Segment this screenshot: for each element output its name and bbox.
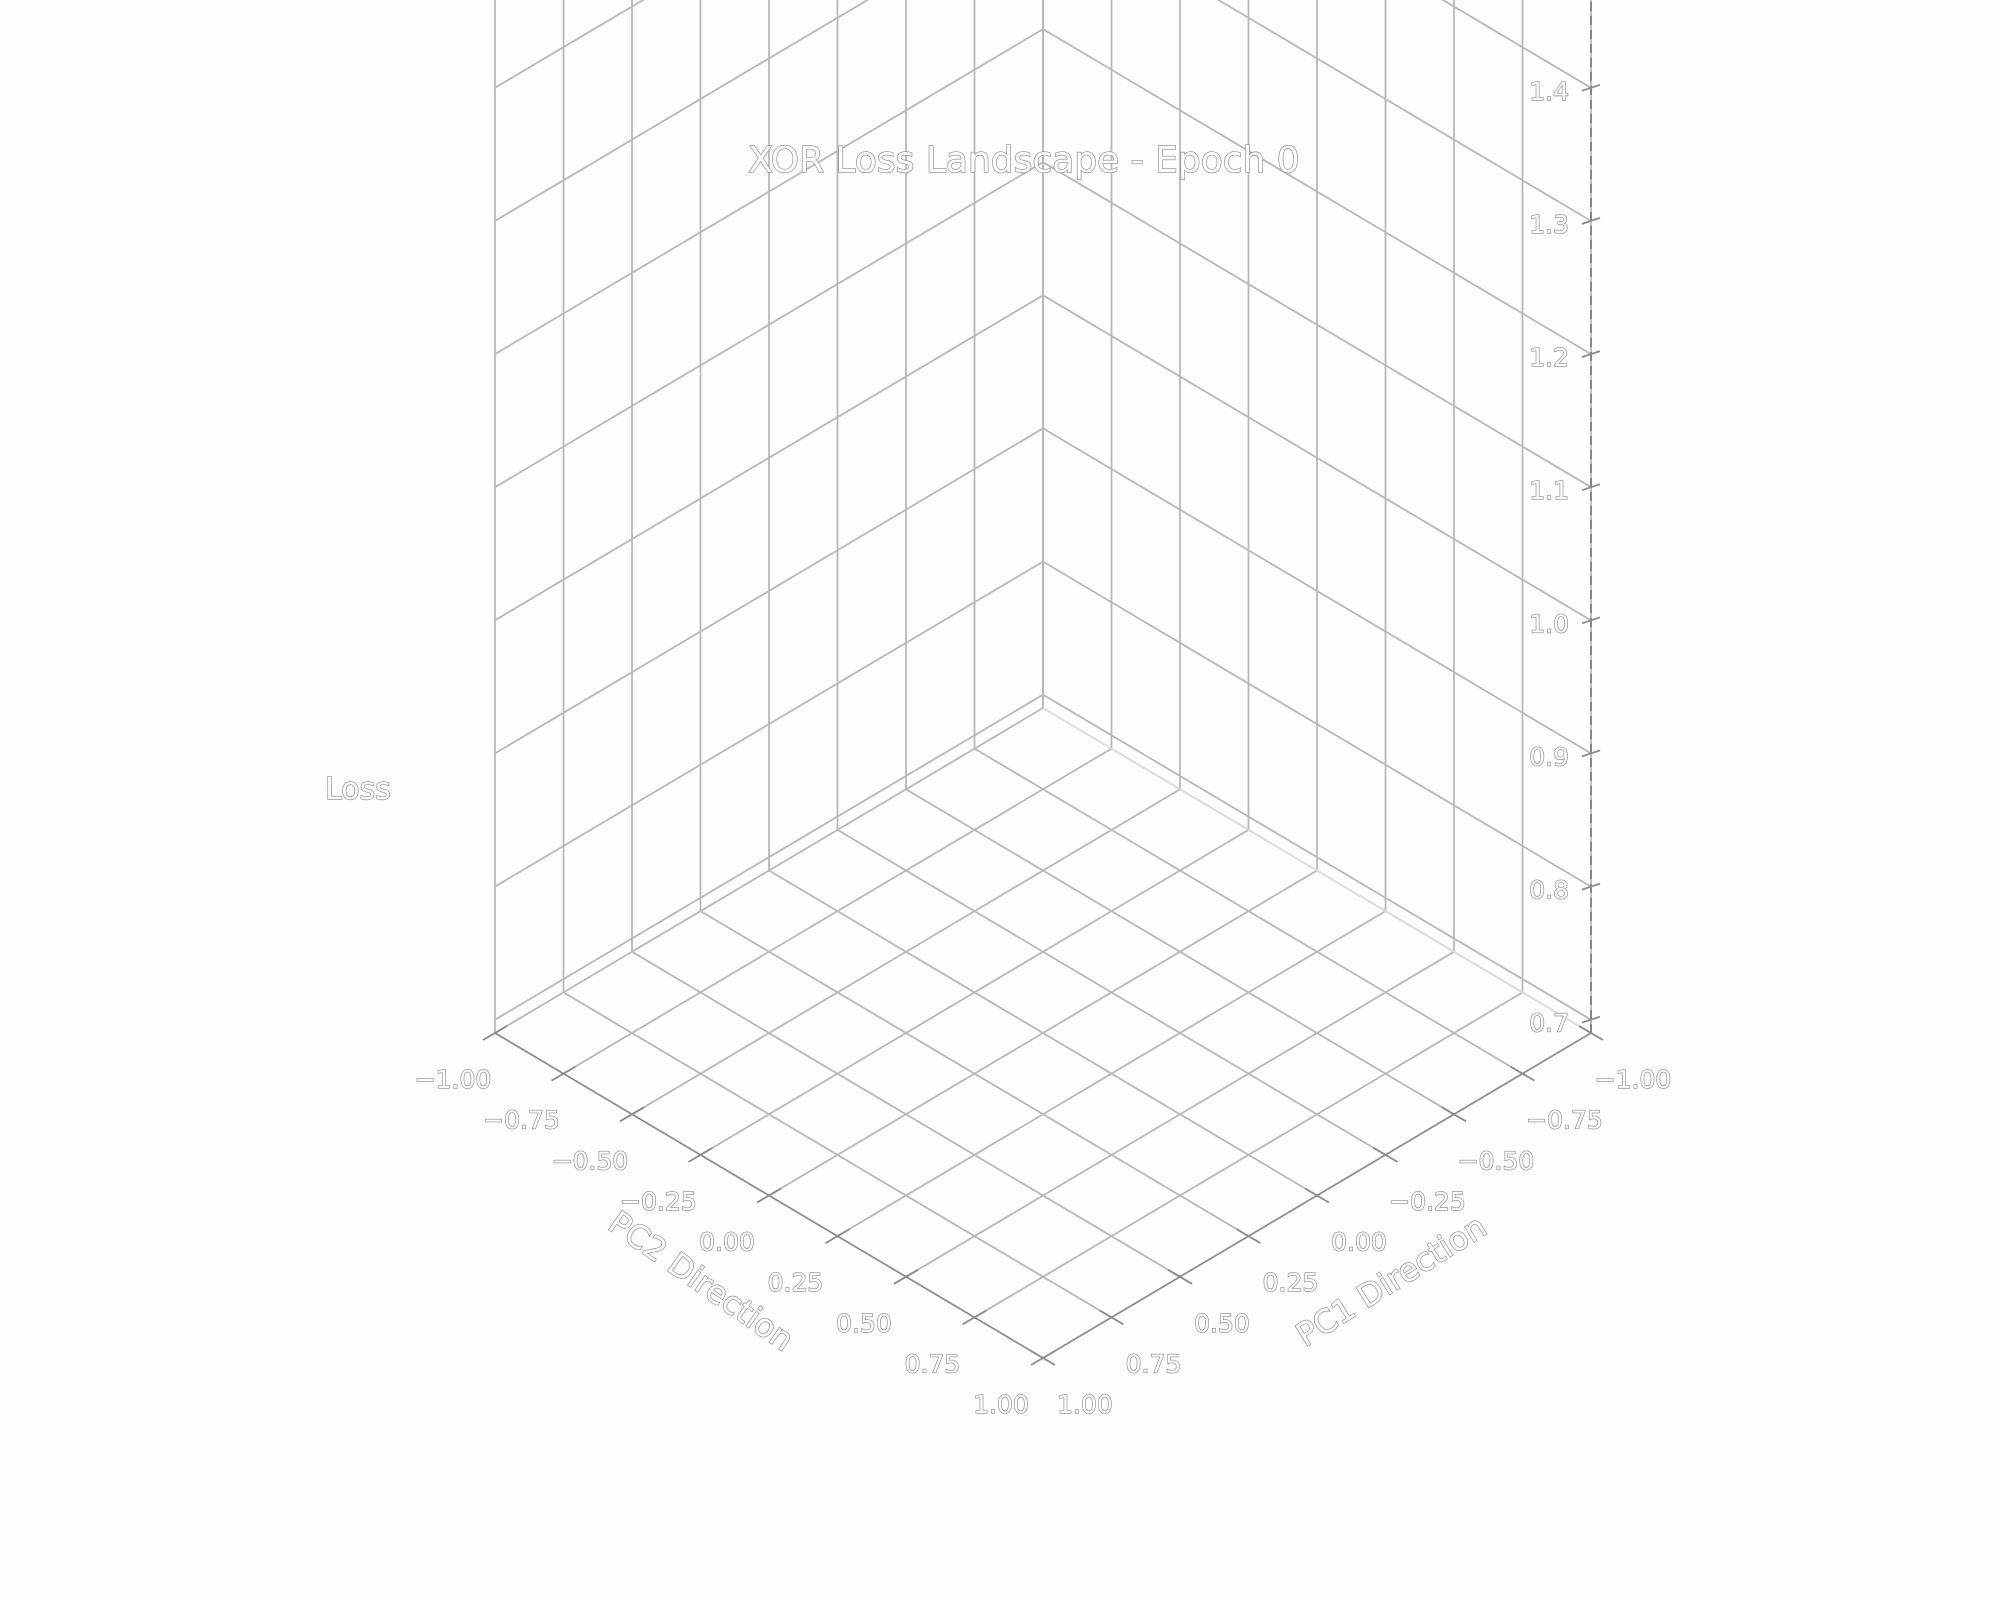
x-tick: [1167, 1269, 1193, 1285]
y-tick-label: −1.00: [415, 1065, 492, 1094]
y-tick-label: −0.50: [552, 1146, 629, 1175]
y-tick: [688, 1147, 713, 1163]
y-tick: [756, 1187, 782, 1204]
wall-grid-line: [494, 427, 1044, 755]
z-tick-label: 1.3: [1529, 210, 1569, 239]
wall-grid-line: [1042, 427, 1592, 755]
wall-grid-line: [1042, 28, 1592, 355]
y-tick: [825, 1228, 850, 1244]
x-tick: [1099, 1309, 1124, 1326]
y-tick: [482, 1025, 508, 1041]
x-tick: [1578, 1025, 1604, 1041]
z-tick-label: 1.1: [1529, 476, 1569, 505]
wall-grid-line: [494, 0, 645, 89]
z-tick: [1581, 483, 1601, 492]
x-tick: [1441, 1106, 1467, 1123]
floor-grid-line: [768, 869, 1318, 1197]
z-tick-label: 0.7: [1529, 1009, 1569, 1038]
floor-grid-line: [700, 829, 1249, 1156]
y-tick-label: 0.00: [699, 1228, 755, 1257]
floor-grid-line: [563, 747, 1112, 1075]
y-tick: [619, 1106, 645, 1123]
x-tick-label: −0.25: [1389, 1187, 1466, 1216]
x-tick-label: 0.25: [1263, 1268, 1319, 1297]
wall-grid-line: [1441, 0, 1592, 89]
x-tick-label: 0.50: [1194, 1309, 1250, 1338]
wall-grid-line: [494, 161, 1044, 488]
z-tick: [1581, 749, 1601, 758]
x-tick-label: 0.75: [1126, 1349, 1182, 1378]
floor-grid-line: [837, 910, 1386, 1237]
x-axis-label: PC1 Direction: [1289, 1207, 1493, 1354]
wall-grid-line: [494, 28, 1044, 355]
y-tick-label: 0.25: [768, 1268, 824, 1297]
wall-grid-line: [494, 0, 870, 222]
y-tick: [893, 1269, 919, 1285]
axes: [482, 0, 1604, 1366]
wall-grid-line: [1042, 294, 1592, 622]
z-tick-label: 1.4: [1529, 77, 1569, 106]
x-tick-label: −1.00: [1595, 1065, 1672, 1094]
y-tick-label: 1.00: [973, 1390, 1029, 1419]
tick-labels: −1.00−0.75−0.50−0.250.000.250.500.751.00…: [414, 76, 1672, 1419]
z-tick-label: 1.0: [1529, 609, 1569, 638]
y-tick-label: −0.75: [483, 1106, 560, 1135]
x-tick: [1373, 1147, 1398, 1163]
grid-lines: [494, 0, 1592, 1359]
y-tick-label: 0.50: [836, 1309, 892, 1338]
y-tick: [551, 1065, 576, 1082]
y-tick-label: −0.25: [620, 1187, 697, 1216]
z-tick-label: 0.8: [1529, 876, 1569, 905]
wall-grid-line: [1042, 560, 1592, 888]
z-tick: [1581, 882, 1601, 891]
x-tick: [1236, 1228, 1261, 1244]
x-tick: [1510, 1065, 1535, 1082]
z-tick: [1581, 1015, 1601, 1024]
z-tick-label: 1.2: [1529, 343, 1569, 372]
wall-grid-line: [494, 294, 1044, 622]
z-tick: [1581, 217, 1601, 225]
x-tick-label: 1.00: [1057, 1390, 1113, 1419]
x-tick-label: −0.50: [1458, 1146, 1535, 1175]
wall-grid-line: [1042, 161, 1592, 488]
x-tick: [1304, 1187, 1330, 1204]
floor-grid-line: [974, 991, 1523, 1319]
z-tick: [1581, 83, 1601, 92]
y-tick-label: 0.75: [905, 1349, 961, 1378]
y-tick: [1030, 1350, 1056, 1366]
y-tick: [962, 1309, 987, 1326]
wall-grid-line: [1216, 0, 1592, 222]
chart-title: XOR Loss Landscape - Epoch 0: [748, 140, 1299, 181]
wall-grid-line: [1042, 693, 1592, 1021]
wall-grid-line: [494, 560, 1044, 888]
x-tick-label: 0.00: [1331, 1228, 1387, 1257]
x-tick-label: −0.75: [1526, 1106, 1603, 1135]
wall-grid-line: [494, 693, 1044, 1021]
floor-grid-line: [905, 951, 1455, 1278]
z-axis-label: Loss: [325, 772, 391, 807]
z-tick-label: 0.9: [1529, 742, 1569, 771]
z-tick: [1581, 350, 1601, 358]
pane-edge: [1042, 707, 1592, 1034]
z-tick: [1581, 616, 1601, 625]
floor-grid-line: [631, 788, 1181, 1116]
